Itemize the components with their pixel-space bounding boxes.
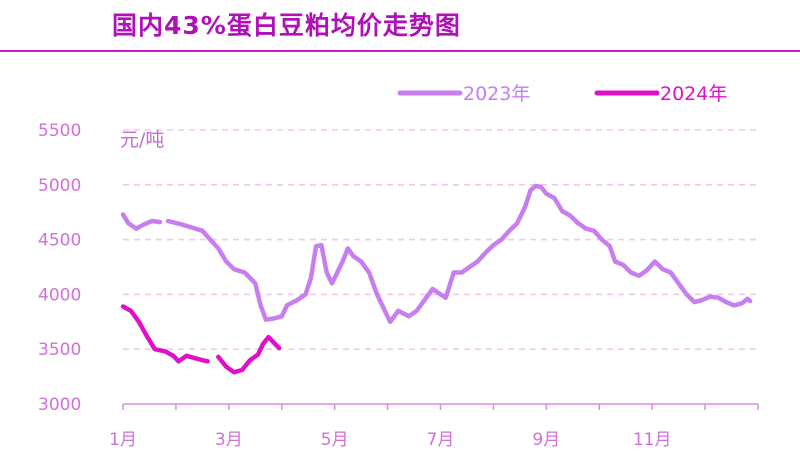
legend-label: 2023年	[463, 83, 530, 105]
y-axis-unit-label: 元/吨	[120, 129, 164, 151]
x-tick-label: 7月	[427, 430, 455, 450]
series-2023	[120, 183, 753, 325]
y-tick-label: 5000	[38, 176, 81, 196]
y-tick-label: 3500	[38, 340, 81, 360]
x-tick-label: 11月	[633, 430, 672, 450]
y-tick-label: 4500	[38, 231, 81, 251]
series-lines	[120, 183, 753, 375]
series-line-segment	[216, 334, 282, 375]
y-tick-label: 3000	[38, 395, 81, 415]
x-tick-label: 5月	[321, 430, 349, 450]
y-axis: 5500 5000 4500 4000 3500 3000	[38, 121, 81, 415]
y-tick-label: 5500	[38, 121, 81, 141]
legend: 2023年 2024年	[397, 83, 727, 105]
x-tick-label: 9月	[532, 430, 560, 450]
x-tick-label: 3月	[215, 430, 243, 450]
series-2024	[120, 304, 282, 375]
chart-title: 国内43%蛋白豆粕均价走势图	[112, 11, 461, 40]
series-line-segment	[120, 304, 210, 364]
series-line-segment	[120, 212, 163, 231]
series-line-segment	[165, 183, 753, 325]
y-tick-label: 4000	[38, 285, 81, 305]
x-axis: 1月 3月 5月 7月 9月 11月	[109, 403, 759, 450]
gridlines	[123, 129, 758, 351]
x-tick-label: 1月	[109, 430, 137, 450]
title-divider	[0, 50, 800, 52]
legend-label: 2024年	[660, 83, 727, 105]
